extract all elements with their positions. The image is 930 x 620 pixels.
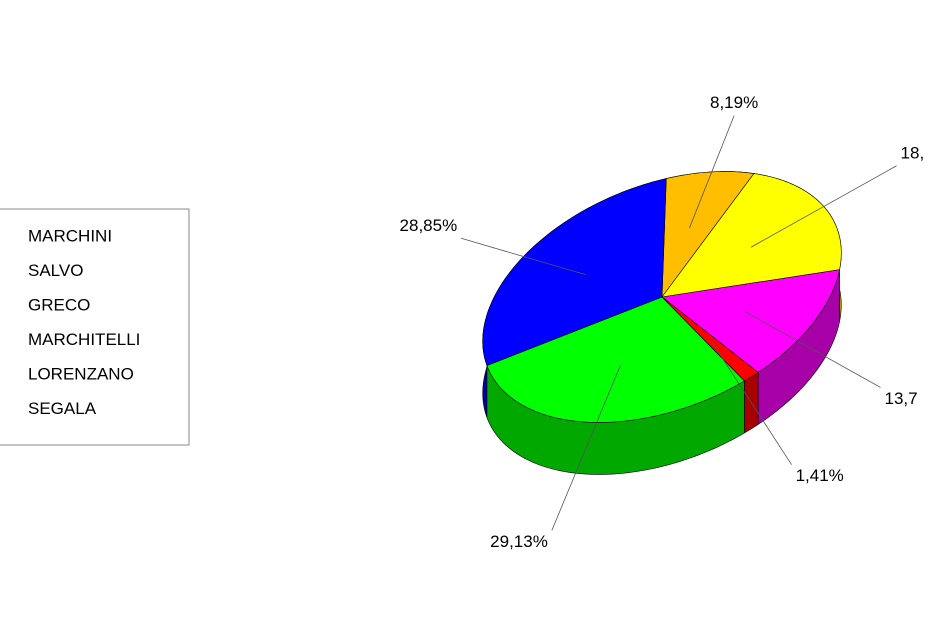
slice-label: 29,13%	[490, 532, 548, 551]
leader-line	[688, 115, 735, 229]
leader-line	[710, 340, 792, 465]
leader-line	[461, 237, 586, 276]
legend-label: GRECO	[28, 295, 90, 314]
slice-label: 13,7	[884, 389, 917, 408]
legend-label: SEGALA	[28, 399, 97, 418]
leader-line	[750, 165, 897, 248]
slice-label: 8,19%	[710, 93, 758, 112]
slice-label: 28,85%	[400, 216, 458, 235]
slice	[661, 269, 840, 373]
leader-line	[551, 365, 621, 531]
leader-line	[744, 311, 881, 388]
pie-tops	[482, 171, 842, 423]
slice-label: 1,41%	[796, 466, 844, 485]
legend-label: LORENZANO	[28, 364, 134, 383]
slice	[486, 296, 745, 423]
legend-label: MARCHINI	[28, 226, 112, 245]
slice-labels: 8,19% 18, 13,7 1,41% 29,13% 28,85%	[400, 93, 925, 551]
legend-label: MARCHITELLI	[28, 330, 140, 349]
legend-label: SALVO	[28, 261, 83, 280]
legend-box	[0, 208, 190, 446]
legend: MARCHINI SALVO GRECO MARCHITELLI LORENZANO SE…	[28, 226, 140, 418]
slice-label: 18,	[901, 143, 925, 162]
